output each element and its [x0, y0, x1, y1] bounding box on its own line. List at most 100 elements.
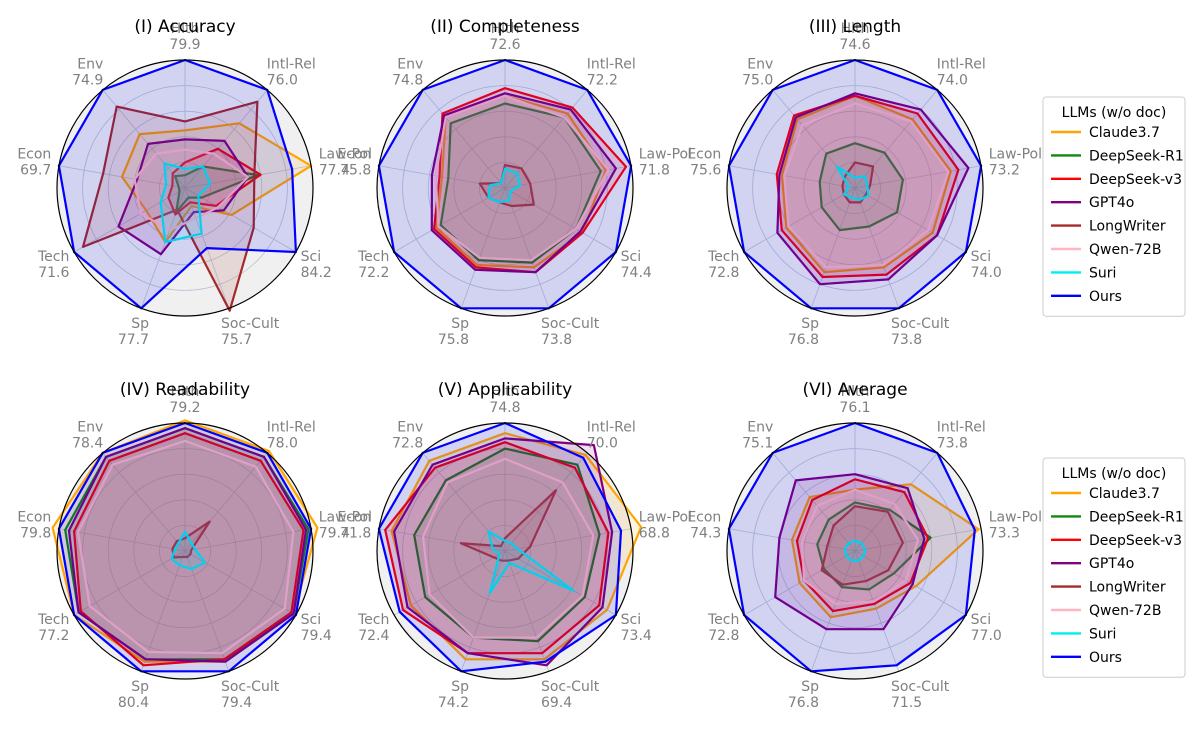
- axis-label-intl-rel: Intl-Rel: [267, 420, 316, 436]
- axis-max-tech: 71.6: [38, 265, 69, 281]
- spoke-soc-cult: [184, 550, 230, 672]
- spoke-econ: [58, 528, 186, 552]
- axis-label-econ: Econ: [17, 147, 51, 163]
- axis-label-hlth: Hlth: [171, 21, 200, 37]
- legend-label-gpt4o: GPT4o: [1089, 556, 1134, 572]
- series-qwen-72b: [133, 148, 250, 232]
- axis-max-tech: 72.2: [358, 265, 389, 281]
- axis-label-sci: Sci: [621, 612, 641, 628]
- axis-label-soc-cult: Soc-Cult: [221, 679, 280, 695]
- axis-max-hlth: 74.6: [839, 37, 870, 53]
- axis-max-econ: 74.3: [690, 526, 721, 542]
- spoke-law-pol: [854, 165, 982, 189]
- axis-label-econ: Econ: [337, 510, 371, 526]
- spoke-tech: [73, 550, 186, 616]
- spoke-sci: [854, 187, 967, 253]
- series-suri: [170, 530, 207, 571]
- legend-label-claude3-7: Claude3.7: [1089, 486, 1160, 502]
- spoke-law-pol: [504, 528, 632, 552]
- axis-max-law-pol: 71.8: [639, 163, 670, 179]
- axis-label-tech: Tech: [707, 612, 739, 628]
- axis-label-intl-rel: Intl-Rel: [267, 57, 316, 73]
- axis-label-tech: Tech: [37, 249, 69, 265]
- axis-max-soc-cult: 69.4: [541, 695, 572, 711]
- axis-max-sp: 75.8: [438, 332, 469, 348]
- series-ours: [377, 421, 623, 673]
- axis-label-hlth: Hlth: [491, 21, 520, 37]
- spoke-env: [102, 452, 186, 552]
- axis-label-sci: Sci: [971, 612, 991, 628]
- spoke-intl-rel: [854, 452, 938, 552]
- axis-max-econ: 75.6: [690, 163, 721, 179]
- axis-max-sci: 74.0: [971, 265, 1002, 281]
- spoke-soc-cult: [854, 187, 900, 309]
- legend-label-deepseek-r1: DeepSeek-R1: [1089, 148, 1184, 164]
- series-qwen-72b: [783, 102, 950, 269]
- legend-title: LLMs (w/o doc): [1062, 466, 1167, 482]
- axis-max-env: 74.9: [72, 73, 103, 89]
- legend-box: [1042, 457, 1186, 678]
- axis-max-env: 75.0: [742, 73, 773, 89]
- axis-max-tech: 72.8: [708, 265, 739, 281]
- axis-label-econ: Econ: [687, 147, 721, 163]
- series-suri: [843, 539, 867, 562]
- spoke-tech: [393, 550, 506, 616]
- legend-title: LLMs (w/o doc): [1062, 105, 1167, 121]
- axis-label-env: Env: [747, 420, 773, 436]
- axis-label-sp: Sp: [801, 679, 819, 695]
- panel-frame: [376, 59, 634, 317]
- legend-label-longwriter: LongWriter: [1089, 219, 1166, 235]
- axis-label-soc-cult: Soc-Cult: [541, 679, 600, 695]
- axis-label-sp: Sp: [451, 679, 469, 695]
- axis-label-hlth: Hlth: [841, 384, 870, 400]
- series-deepseek-v3: [72, 432, 305, 667]
- series-gpt4o: [117, 138, 250, 256]
- spoke-intl-rel: [184, 452, 268, 552]
- axis-max-intl-rel: 78.0: [267, 436, 298, 452]
- axis-label-tech: Tech: [357, 249, 389, 265]
- axis-label-soc-cult: Soc-Cult: [891, 679, 950, 695]
- axis-label-law-pol: Law-Pol: [989, 147, 1042, 163]
- axis-max-intl-rel: 70.0: [587, 436, 618, 452]
- spoke-sp: [810, 187, 856, 309]
- axis-label-tech: Tech: [357, 612, 389, 628]
- panel-frame: [376, 422, 634, 680]
- series-ours: [57, 58, 297, 310]
- legend-label-suri: Suri: [1089, 626, 1116, 642]
- series-deepseek-r1: [818, 142, 905, 232]
- series-qwen-72b: [800, 488, 920, 606]
- axis-max-sp: 74.2: [438, 695, 469, 711]
- panel-title: (V) Applicability: [438, 380, 572, 400]
- axis-max-econ: 69.7: [20, 163, 51, 179]
- axis-label-tech: Tech: [37, 612, 69, 628]
- axis-max-sci: 84.2: [301, 265, 332, 281]
- axis-max-sci: 79.4: [301, 628, 332, 644]
- series-suri: [835, 165, 870, 202]
- series-qwen-72b: [76, 439, 295, 655]
- axis-max-intl-rel: 74.0: [937, 73, 968, 89]
- axis-label-env: Env: [747, 57, 773, 73]
- spoke-tech: [73, 187, 186, 253]
- spoke-intl-rel: [504, 452, 588, 552]
- axis-label-sp: Sp: [131, 679, 149, 695]
- axis-max-law-pol: 77.4: [319, 163, 350, 179]
- axis-max-sci: 74.4: [621, 265, 652, 281]
- axis-max-econ: 79.8: [20, 526, 51, 542]
- legend-box: [1042, 96, 1186, 317]
- axis-max-hlth: 79.2: [169, 400, 200, 416]
- axis-max-sci: 77.0: [971, 628, 1002, 644]
- series-deepseek-r1: [174, 165, 260, 214]
- axis-max-intl-rel: 73.8: [937, 436, 968, 452]
- spoke-env: [772, 89, 856, 189]
- axis-max-tech: 77.2: [38, 628, 69, 644]
- axis-label-soc-cult: Soc-Cult: [891, 316, 950, 332]
- axis-max-econ: 75.8: [340, 163, 371, 179]
- axis-label-sp: Sp: [801, 316, 819, 332]
- axis-max-sp: 76.8: [788, 332, 819, 348]
- legend-label-claude3-7: Claude3.7: [1089, 125, 1160, 141]
- spoke-sci: [504, 187, 617, 253]
- radar-panel-4: Econ79.8Env78.4Hlth79.2Intl-Rel78.0Law-P…: [17, 380, 372, 711]
- spoke-econ: [728, 165, 856, 189]
